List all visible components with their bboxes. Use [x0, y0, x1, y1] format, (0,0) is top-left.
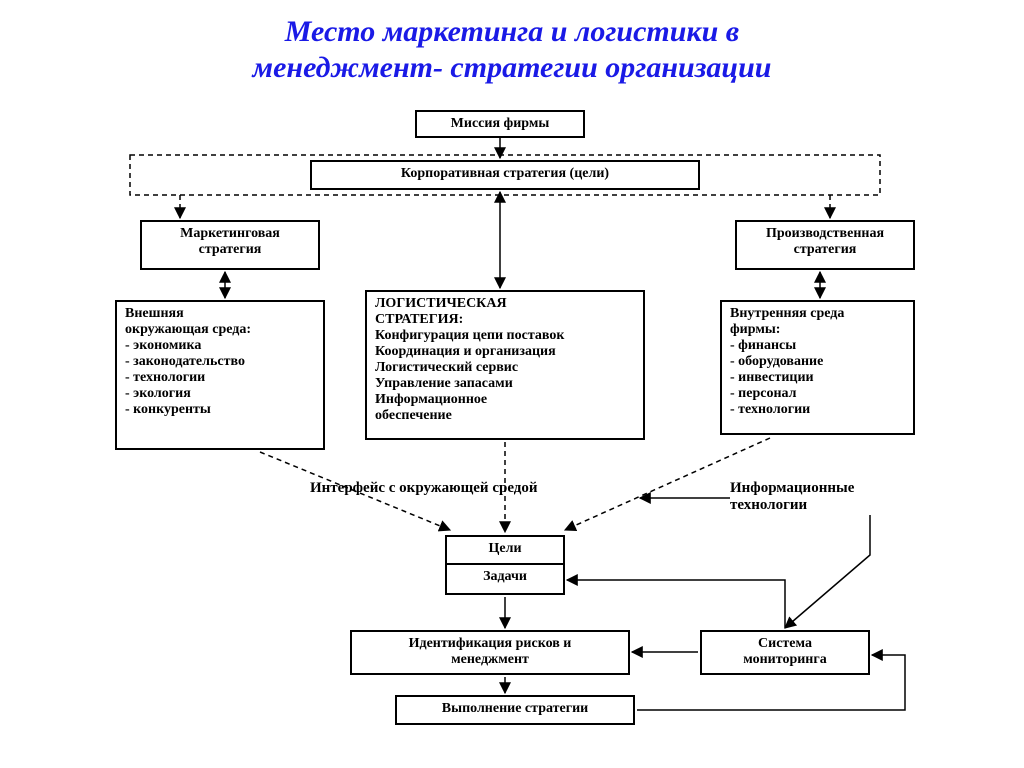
node-mission: Миссия фирмы — [415, 110, 585, 138]
node-corp: Корпоративная стратегия (цели) — [310, 160, 700, 190]
node-log: ЛОГИСТИЧЕСКАЯСТРАТЕГИЯ:Конфигурация цепи… — [365, 290, 645, 440]
node-exec-text: Выполнение стратегии — [397, 697, 633, 721]
node-monitor: Системамониторинга — [700, 630, 870, 675]
node-prod-text: Производственнаястратегия — [737, 222, 913, 262]
node-tasks: Задачи — [445, 565, 565, 595]
node-risks: Идентификация рисков именеджмент — [350, 630, 630, 675]
node-mission-text: Миссия фирмы — [417, 112, 583, 136]
node-exec: Выполнение стратегии — [395, 695, 635, 725]
node-log-text: ЛОГИСТИЧЕСКАЯСТРАТЕГИЯ:Конфигурация цепи… — [367, 292, 643, 428]
node-ext-env: Внешняяокружающая среда:- экономика- зак… — [115, 300, 325, 450]
node-mktg: Маркетинговаястратегия — [140, 220, 320, 270]
node-mktg-text: Маркетинговаястратегия — [142, 222, 318, 262]
node-int-env: Внутренняя средафирмы:- финансы- оборудо… — [720, 300, 915, 435]
node-corp-text: Корпоративная стратегия (цели) — [312, 162, 698, 186]
node-prod: Производственнаястратегия — [735, 220, 915, 270]
node-risks-text: Идентификация рисков именеджмент — [352, 632, 628, 672]
node-goals-text: Цели — [447, 537, 563, 561]
node-ext-env-text: Внешняяокружающая среда:- экономика- зак… — [117, 302, 323, 422]
label-infotech: Информационныетехнологии — [730, 480, 854, 513]
node-goals: Цели — [445, 535, 565, 565]
node-tasks-text: Задачи — [447, 565, 563, 589]
label-interface: Интерфейс с окружающей средой — [310, 480, 538, 497]
node-monitor-text: Системамониторинга — [702, 632, 868, 672]
node-int-env-text: Внутренняя средафирмы:- финансы- оборудо… — [722, 302, 913, 422]
